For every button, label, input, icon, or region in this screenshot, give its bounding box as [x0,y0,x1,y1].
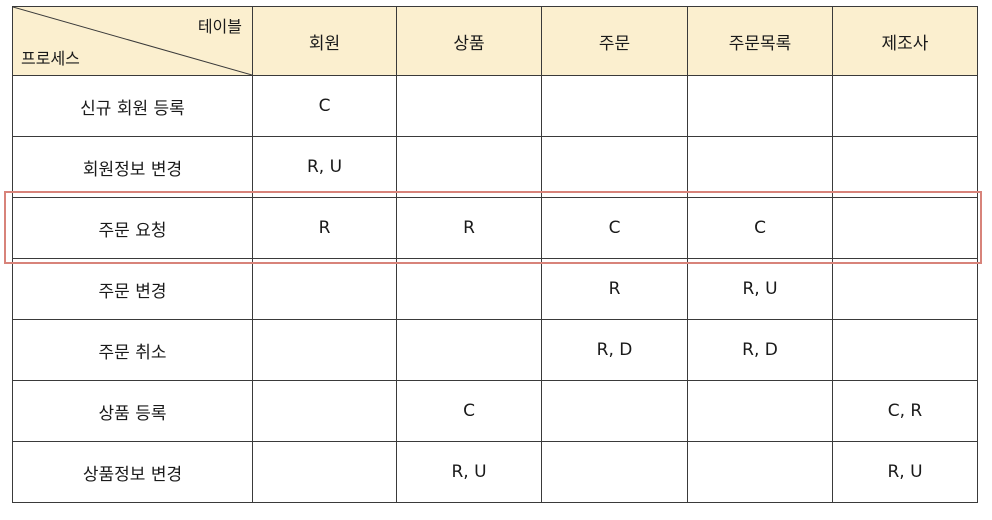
crud-cell [541,75,688,137]
crud-cell: R, U [396,441,542,503]
diagonal-divider [13,7,252,75]
crud-cell: R, U [687,258,833,320]
crud-cell [832,258,978,320]
process-cell: 상품 등록 [12,380,253,442]
column-header: 주문목록 [687,6,833,76]
crud-matrix-table: 테이블 프로세스 회원 상품 주문 주문목록 제조사 신규 회원 등록 C 회원… [12,6,978,503]
crud-cell [252,441,397,503]
crud-cell [687,380,833,442]
table-row: 상품정보 변경 R, U R, U [12,441,978,503]
crud-cell [687,441,833,503]
crud-cell: C [541,197,688,259]
header-row: 테이블 프로세스 회원 상품 주문 주문목록 제조사 [12,6,978,76]
process-cell: 신규 회원 등록 [12,75,253,137]
crud-cell [832,197,978,259]
corner-label-process: 프로세스 [21,49,80,68]
column-header: 상품 [396,6,542,76]
process-cell: 회원정보 변경 [12,136,253,198]
table-row: 회원정보 변경 R, U [12,136,978,198]
crud-cell [687,75,833,137]
crud-cell [541,380,688,442]
table-row: 주문 취소 R, D R, D [12,319,978,381]
crud-cell: R [396,197,542,259]
column-header: 회원 [252,6,397,76]
process-cell: 상품정보 변경 [12,441,253,503]
table-row: 상품 등록 C C, R [12,380,978,442]
corner-label-table: 테이블 [197,17,242,36]
crud-cell [832,75,978,137]
crud-cell [832,319,978,381]
crud-cell [832,136,978,198]
process-cell: 주문 요청 [12,197,253,259]
crud-cell [396,258,542,320]
crud-cell [687,136,833,198]
crud-cell [541,441,688,503]
crud-cell [541,136,688,198]
process-cell: 주문 취소 [12,319,253,381]
crud-cell: R [541,258,688,320]
crud-cell [252,258,397,320]
corner-header-cell: 테이블 프로세스 [12,6,253,76]
crud-cell: C, R [832,380,978,442]
crud-cell: C [396,380,542,442]
column-header: 주문 [541,6,688,76]
crud-cell: C [687,197,833,259]
crud-cell [396,75,542,137]
column-header: 제조사 [832,6,978,76]
table-row-highlighted: 주문 요청 R R C C [12,197,978,259]
crud-cell [396,136,542,198]
crud-cell: C [252,75,397,137]
crud-cell: R, U [252,136,397,198]
table-row: 주문 변경 R R, U [12,258,978,320]
crud-cell [252,380,397,442]
crud-cell: R, D [687,319,833,381]
crud-cell: R [252,197,397,259]
crud-cell: R, U [832,441,978,503]
crud-cell [396,319,542,381]
crud-cell [252,319,397,381]
process-cell: 주문 변경 [12,258,253,320]
crud-cell: R, D [541,319,688,381]
table-row: 신규 회원 등록 C [12,75,978,137]
